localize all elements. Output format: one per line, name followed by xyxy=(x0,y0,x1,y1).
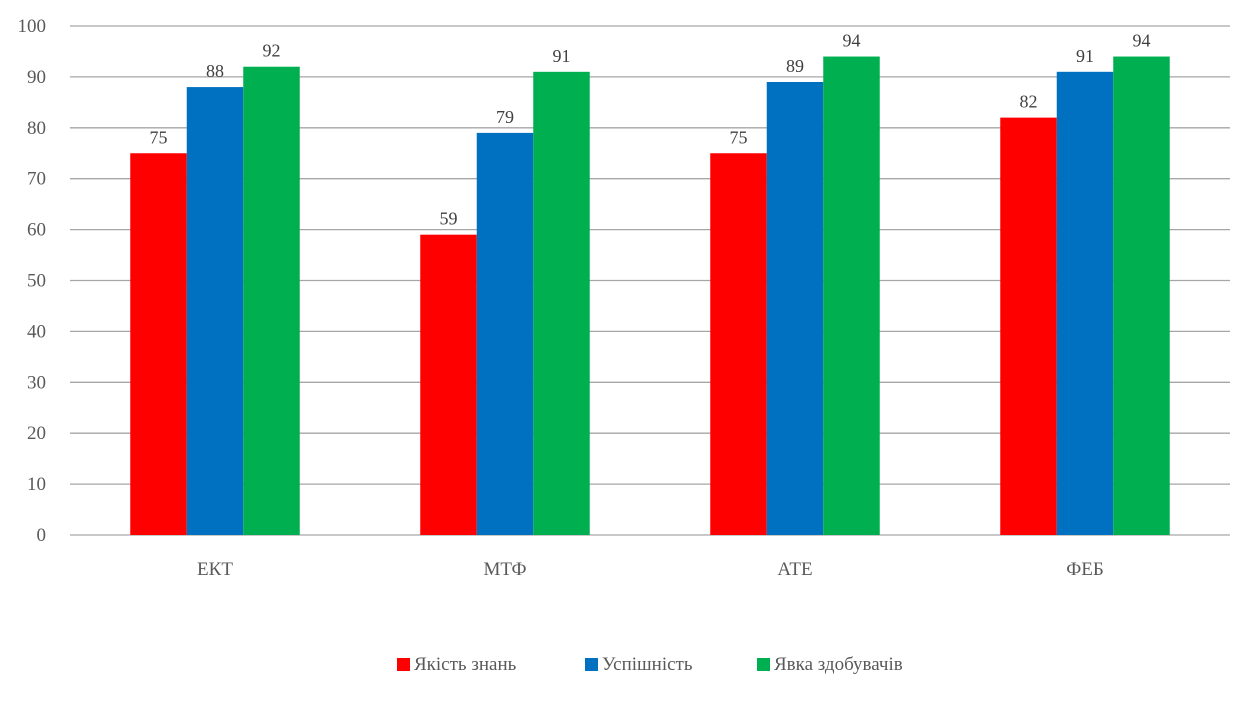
data-label: 94 xyxy=(1133,31,1151,51)
y-tick-label: 10 xyxy=(27,474,46,495)
x-category-label: ФЕБ xyxy=(1066,559,1104,580)
bar xyxy=(766,81,824,536)
legend-swatch xyxy=(757,658,770,671)
bar xyxy=(186,87,244,535)
y-tick-label: 70 xyxy=(27,169,46,190)
bar xyxy=(710,153,767,535)
x-category-label: МТФ xyxy=(483,559,526,580)
legend-label: Якість знань xyxy=(414,654,517,675)
x-category-label: ЕКТ xyxy=(197,559,233,580)
data-label: 59 xyxy=(440,209,458,229)
data-label: 75 xyxy=(150,127,168,147)
y-tick-label: 20 xyxy=(27,423,46,444)
y-tick-label: 30 xyxy=(27,372,46,393)
x-category-label: АТЕ xyxy=(777,559,812,580)
bar xyxy=(823,56,880,535)
legend-label: Явка здобувачів xyxy=(774,654,903,675)
x-axis-category-labels: ЕКТ МТФ АТЕ ФЕБ xyxy=(197,559,1104,580)
data-label: 75 xyxy=(730,127,748,147)
data-label: 94 xyxy=(843,31,861,51)
data-label: 91 xyxy=(1076,46,1094,66)
data-label: 92 xyxy=(263,41,281,61)
bar xyxy=(1056,71,1114,535)
bar xyxy=(1113,56,1170,535)
y-tick-label: 0 xyxy=(37,525,47,546)
legend: Якість знань Успішність Явка здобувачів xyxy=(397,654,903,675)
y-tick-label: 60 xyxy=(27,220,46,241)
bar xyxy=(533,71,590,535)
y-tick-label: 100 xyxy=(18,16,47,37)
legend-swatch xyxy=(397,658,410,671)
data-labels: 75 88 92 59 79 91 75 89 94 82 91 94 xyxy=(150,31,1151,229)
y-axis-tick-labels: 0 10 20 30 40 50 60 70 80 90 100 xyxy=(18,16,47,546)
y-tick-label: 40 xyxy=(27,321,46,342)
data-label: 82 xyxy=(1020,92,1038,112)
bar xyxy=(243,66,300,535)
data-label: 89 xyxy=(786,56,804,76)
legend-swatch xyxy=(585,658,598,671)
bar xyxy=(130,153,187,535)
data-label: 91 xyxy=(553,46,571,66)
bars xyxy=(130,56,1170,536)
bar xyxy=(476,132,534,535)
data-label: 88 xyxy=(206,61,224,81)
bar xyxy=(420,234,477,535)
y-tick-label: 80 xyxy=(27,118,46,139)
y-tick-label: 50 xyxy=(27,271,46,292)
y-tick-label: 90 xyxy=(27,67,46,88)
data-label: 79 xyxy=(496,107,514,127)
legend-label: Успішність xyxy=(602,654,693,675)
bar xyxy=(1000,117,1057,536)
